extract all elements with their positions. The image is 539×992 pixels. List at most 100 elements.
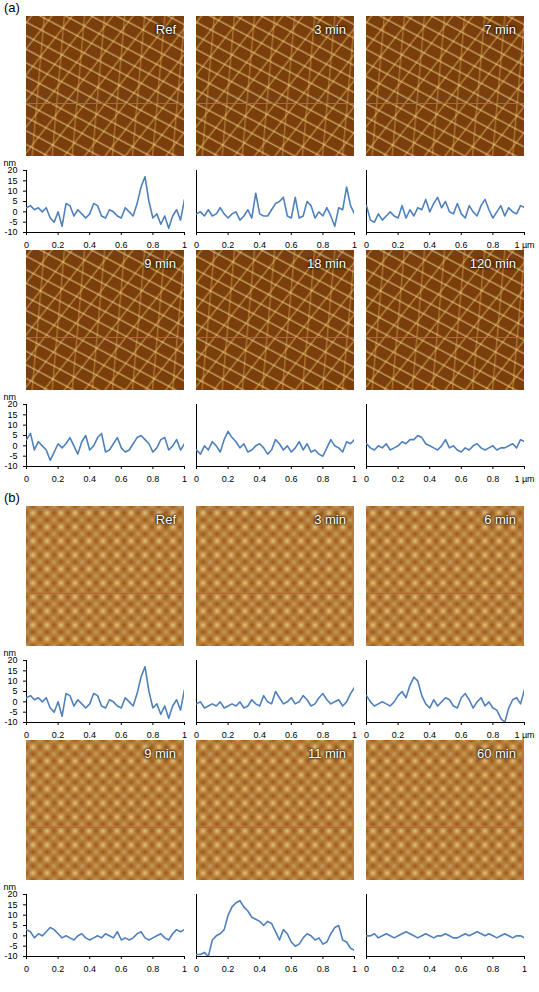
- svg-text:0.6: 0.6: [285, 730, 298, 740]
- svg-text:1 µm: 1 µm: [514, 474, 534, 484]
- svg-text:0.2: 0.2: [52, 730, 65, 740]
- svg-text:0.8: 0.8: [317, 964, 330, 974]
- svg-text:0: 0: [24, 474, 29, 484]
- svg-text:0.2: 0.2: [52, 964, 65, 974]
- svg-text:0.6: 0.6: [455, 474, 468, 484]
- svg-text:0.2: 0.2: [222, 474, 235, 484]
- svg-text:5: 5: [12, 920, 17, 930]
- svg-text:0.4: 0.4: [253, 474, 266, 484]
- svg-text:0: 0: [24, 964, 29, 974]
- svg-text:0.8: 0.8: [317, 474, 330, 484]
- svg-text:0.6: 0.6: [115, 474, 128, 484]
- svg-text:0: 0: [364, 730, 369, 740]
- svg-text:10: 10: [7, 676, 17, 686]
- svg-text:0.8: 0.8: [147, 240, 160, 250]
- svg-text:-5: -5: [9, 217, 17, 227]
- svg-text:0.2: 0.2: [222, 730, 235, 740]
- svg-text:0.8: 0.8: [147, 730, 160, 740]
- svg-text:0.2: 0.2: [392, 240, 405, 250]
- svg-text:0.8: 0.8: [147, 964, 160, 974]
- svg-text:0: 0: [364, 964, 369, 974]
- svg-text:0: 0: [12, 931, 17, 941]
- svg-text:0.2: 0.2: [52, 240, 65, 250]
- svg-text:0.6: 0.6: [455, 964, 468, 974]
- svg-text:0: 0: [194, 964, 199, 974]
- svg-text:0.6: 0.6: [285, 240, 298, 250]
- svg-text:0.8: 0.8: [487, 240, 500, 250]
- svg-text:-10: -10: [4, 227, 17, 237]
- svg-text:-10: -10: [4, 461, 17, 471]
- svg-text:0.6: 0.6: [115, 730, 128, 740]
- svg-text:0.4: 0.4: [83, 964, 96, 974]
- svg-text:nm: nm: [4, 158, 17, 168]
- svg-text:1: 1: [182, 964, 187, 974]
- svg-text:0.2: 0.2: [392, 730, 405, 740]
- svg-text:1: 1: [182, 474, 187, 484]
- svg-text:0.4: 0.4: [83, 240, 96, 250]
- svg-text:-10: -10: [4, 717, 17, 727]
- svg-text:1: 1: [352, 240, 357, 250]
- svg-text:15: 15: [7, 900, 17, 910]
- svg-text:0: 0: [12, 441, 17, 451]
- svg-text:0.4: 0.4: [423, 730, 436, 740]
- svg-text:10: 10: [7, 910, 17, 920]
- svg-text:15: 15: [7, 410, 17, 420]
- svg-text:1: 1: [522, 964, 527, 974]
- svg-text:1 µm: 1 µm: [514, 240, 534, 250]
- svg-text:0: 0: [24, 240, 29, 250]
- svg-text:0.2: 0.2: [392, 964, 405, 974]
- svg-text:0: 0: [364, 474, 369, 484]
- svg-text:0.8: 0.8: [487, 964, 500, 974]
- svg-text:5: 5: [12, 196, 17, 206]
- svg-text:5: 5: [12, 686, 17, 696]
- svg-text:nm: nm: [4, 392, 17, 402]
- svg-text:nm: nm: [4, 648, 17, 658]
- svg-text:0.8: 0.8: [317, 240, 330, 250]
- svg-text:0.4: 0.4: [83, 730, 96, 740]
- svg-text:0.6: 0.6: [285, 964, 298, 974]
- svg-text:0.6: 0.6: [455, 240, 468, 250]
- svg-text:10: 10: [7, 186, 17, 196]
- svg-text:1: 1: [182, 240, 187, 250]
- svg-text:0.6: 0.6: [285, 474, 298, 484]
- svg-text:5: 5: [12, 430, 17, 440]
- svg-text:0: 0: [194, 474, 199, 484]
- svg-text:0.2: 0.2: [52, 474, 65, 484]
- svg-text:0: 0: [12, 207, 17, 217]
- svg-text:0: 0: [194, 240, 199, 250]
- svg-text:0.2: 0.2: [222, 240, 235, 250]
- svg-text:0: 0: [194, 730, 199, 740]
- svg-text:10: 10: [7, 420, 17, 430]
- svg-text:0.6: 0.6: [115, 240, 128, 250]
- svg-text:0.8: 0.8: [487, 474, 500, 484]
- svg-text:-5: -5: [9, 941, 17, 951]
- svg-text:0.8: 0.8: [147, 474, 160, 484]
- svg-text:0.4: 0.4: [423, 240, 436, 250]
- svg-text:1: 1: [352, 964, 357, 974]
- svg-text:0.8: 0.8: [317, 730, 330, 740]
- svg-text:nm: nm: [4, 882, 17, 892]
- svg-text:0.4: 0.4: [253, 964, 266, 974]
- svg-text:-10: -10: [4, 951, 17, 961]
- svg-text:0.4: 0.4: [253, 240, 266, 250]
- svg-text:0: 0: [12, 697, 17, 707]
- svg-text:0.4: 0.4: [423, 964, 436, 974]
- svg-text:0.2: 0.2: [392, 474, 405, 484]
- svg-text:0.4: 0.4: [423, 474, 436, 484]
- svg-text:15: 15: [7, 176, 17, 186]
- svg-text:0.6: 0.6: [115, 964, 128, 974]
- svg-text:-5: -5: [9, 451, 17, 461]
- svg-text:0.4: 0.4: [253, 730, 266, 740]
- svg-text:0.8: 0.8: [487, 730, 500, 740]
- svg-text:1: 1: [182, 730, 187, 740]
- svg-text:0: 0: [364, 240, 369, 250]
- svg-text:0.2: 0.2: [222, 964, 235, 974]
- svg-text:1 µm: 1 µm: [514, 730, 534, 740]
- svg-text:1: 1: [352, 474, 357, 484]
- svg-text:0.4: 0.4: [83, 474, 96, 484]
- svg-text:-5: -5: [9, 707, 17, 717]
- svg-text:1: 1: [352, 730, 357, 740]
- svg-text:0: 0: [24, 730, 29, 740]
- svg-text:0.6: 0.6: [455, 730, 468, 740]
- svg-text:15: 15: [7, 666, 17, 676]
